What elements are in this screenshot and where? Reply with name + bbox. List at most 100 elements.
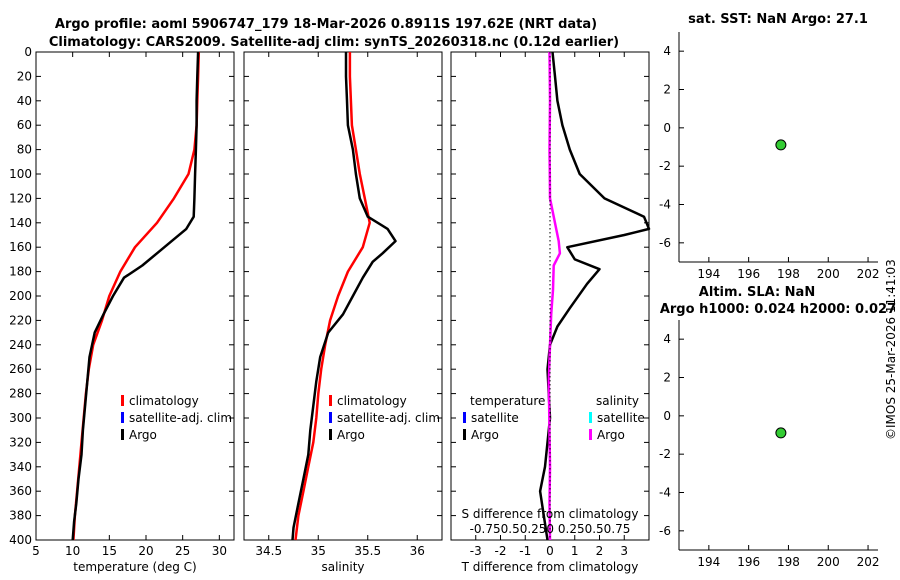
differences-series-argo-temperature-diff [538,51,651,541]
temperature-legend-swatch [121,395,124,406]
timestamp: ©IMOS 25-Mar-2026 11:41:03 [884,259,898,440]
sst-title: sat. SST: NaN Argo: 27.1 [688,12,868,27]
sla-ytick-label: -4 [659,486,671,500]
differences-legend-temperature-title: temperature [470,394,545,408]
differences-xtick-label: -3 [470,544,482,558]
temperature-xlabel: temperature (deg C) [73,560,196,574]
temperature-ytick-label: 300 [9,411,32,425]
temperature-xtick-label: 5 [32,544,40,558]
sst-xtick-label: 200 [817,267,840,281]
temperature-ytick-label: 80 [17,143,32,157]
sst-marker [775,139,787,151]
temperature-series-argo [71,51,200,541]
sst-ytick-label: -6 [659,236,671,250]
temperature-xtick-label: 20 [138,544,153,558]
differences-xtick-label: -2 [495,544,507,558]
temperature-ytick-label: 20 [17,69,32,83]
salinity-legend-label: climatology [337,394,407,408]
salinity-series-argo [291,52,397,541]
sst-ytick-label: -2 [659,159,671,173]
differences-series-argo-salinity-diff [547,51,562,541]
temperature-ytick-label: 240 [9,338,32,352]
salinity-xlabel: salinity [321,560,364,574]
salinity-xtick-label: 35 [311,544,326,558]
sla-xtick-label: 202 [857,555,880,569]
sst-ytick-label: 0 [663,121,671,135]
salinity-legend-label: satellite-adj. clim [337,411,440,425]
temperature-ytick-label: 360 [9,484,32,498]
temperature-xtick-label: 30 [212,544,227,558]
sla-ytick-label: -6 [659,524,671,538]
temperature-legend-swatch [121,429,124,440]
temperature-legend-label: Argo [129,428,157,442]
salinity-plot: 34.5 35 35.5 36 salinity climatology satellite… [243,51,443,574]
figure-title-line1: Argo profile: aoml 5906747_179 18-Mar-20… [55,17,597,32]
differences-temperature-legend-swatch [463,429,466,440]
temperature-ytick-label: 40 [17,94,32,108]
sla-plot: 194 196 198 200 202 4 2 0 -2 -4 -6 [659,320,880,569]
figure-title-line2: Climatology: CARS2009. Satellite-adj cli… [49,35,619,50]
sla-xtick-label: 198 [777,555,800,569]
differences-salinity-legend-swatch [589,429,592,440]
differences-temperature-legend-label: satellite [471,411,519,425]
differences-salinity-legend-swatch [589,412,592,423]
temperature-xtick-label: 25 [175,544,190,558]
temperature-xtick-label: 15 [102,544,117,558]
sla-title-line2: Argo h1000: 0.024 h2000: 0.027 [660,302,896,317]
differences-salinity-legend-label: satellite [597,411,645,425]
sst-xtick-label: 202 [857,267,880,281]
sla-xtick-label: 196 [737,555,760,569]
salinity-axes-box [243,51,443,541]
temperature-ytick-label: 60 [17,118,32,132]
differences-xtick-label: -1 [519,544,531,558]
temperature-ytick-label: 280 [9,387,32,401]
temperature-ytick-label: 100 [9,167,32,181]
temperature-ytick-label: 200 [9,289,32,303]
sla-ytick-label: -2 [659,447,671,461]
differences-top-ticks: -0.750.50.250 0.250.50.75 [470,522,631,536]
sst-xtick-label: 194 [697,267,720,281]
temperature-ytick-label: 320 [9,435,32,449]
temperature-ytick-label: 380 [9,509,32,523]
temperature-series-climatology [72,51,201,541]
sst-ytick-label: 2 [663,83,671,97]
sst-xtick-label: 196 [737,267,760,281]
differences-xlabel: T difference from climatology [461,560,639,574]
salinity-legend-swatch [329,412,332,423]
temperature-ytick-label: 120 [9,191,32,205]
temperature-ytick-label: 180 [9,265,32,279]
sla-title-line1: Altim. SLA: NaN [699,285,815,300]
differences-xtick-label: 2 [596,544,604,558]
sla-ytick-label: 4 [663,332,671,346]
sla-xtick-label: 200 [817,555,840,569]
salinity-legend-swatch [329,395,332,406]
differences-salinity-legend-label: Argo [597,428,625,442]
sla-xtick-label: 194 [697,555,720,569]
temperature-ytick-label: 0 [24,45,32,59]
sla-ytick-label: 2 [663,371,671,385]
differences-xtick-label: 3 [620,544,628,558]
temperature-ytick-label: 260 [9,362,32,376]
differences-xtick-label: 1 [571,544,579,558]
sla-ytick-label: 0 [663,409,671,423]
temperature-legend-label: satellite-adj. clim [129,411,232,425]
sst-ytick-label: -4 [659,198,671,212]
sst-ytick-label: 4 [663,44,671,58]
sst-xtick-label: 198 [777,267,800,281]
temperature-ytick-label: 220 [9,313,32,327]
temperature-ytick-label: 340 [9,460,32,474]
differences-legend-salinity-title: salinity [596,394,639,408]
temperature-legend-label: climatology [129,394,199,408]
salinity-xtick-label: 36 [410,544,425,558]
salinity-legend-swatch [329,429,332,440]
sla-marker [775,427,787,439]
temperature-ytick-label: 140 [9,216,32,230]
temperature-axes-box [35,51,235,541]
temperature-plot: 5 10 15 20 25 3002040608010012014016018020022… [9,45,235,574]
temperature-ytick-label: 160 [9,240,32,254]
salinity-xtick-label: 34.5 [255,544,282,558]
salinity-legend-label: Argo [337,428,365,442]
difference-plot: -3 -2 -1 0 1 2 3 T difference from climatology S… [450,51,651,574]
differences-xtick-label: 0 [546,544,554,558]
